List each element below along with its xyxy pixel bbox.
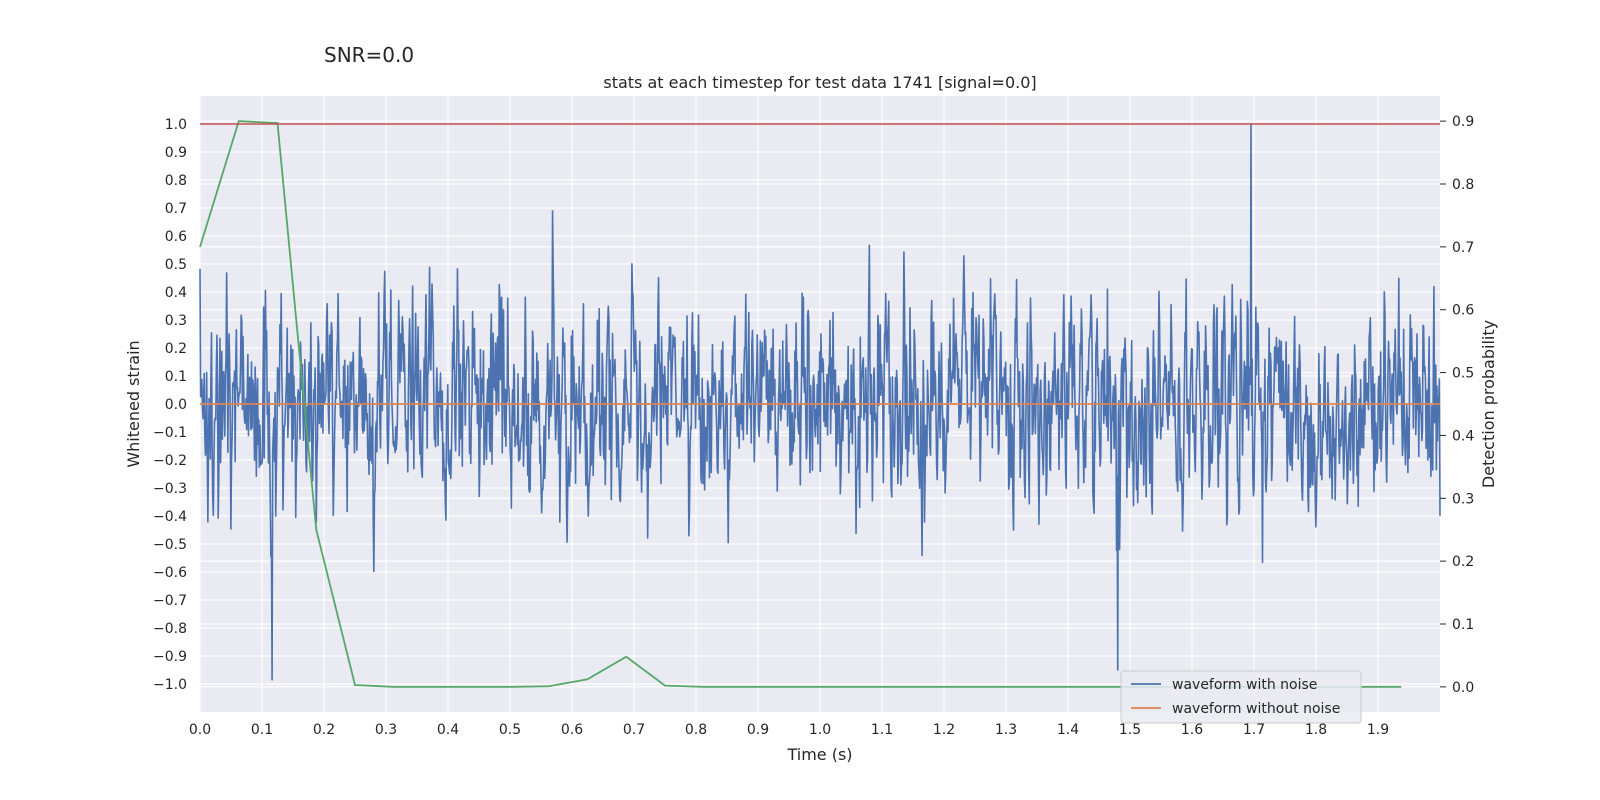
- y-tick-label: 0.1: [165, 369, 187, 385]
- legend-label-noise: waveform with noise: [1172, 677, 1317, 693]
- x-tick-label: 1.2: [933, 722, 955, 738]
- y-tick-label: −0.6: [153, 565, 187, 581]
- x-tick-label: 0.7: [623, 722, 645, 738]
- y2-tick-label: 0.8: [1452, 177, 1474, 193]
- legend: waveform with noise waveform without noi…: [1120, 670, 1362, 724]
- y2-tick-labels: 0.9 0.8 0.7 0.6 0.5 0.4 0.3 0.2 0.1 0.0: [1440, 114, 1474, 696]
- x-tick-label: 1.8: [1305, 722, 1327, 738]
- x-tick-label: 1.4: [1057, 722, 1079, 738]
- y-tick-label: 0.5: [165, 257, 187, 273]
- y-tick-label: −0.8: [153, 621, 187, 637]
- legend-box: [1120, 670, 1362, 724]
- y2-tick-label: 0.5: [1452, 366, 1474, 382]
- y-tick-label: −0.5: [153, 537, 187, 553]
- x-axis-label: Time (s): [786, 745, 852, 764]
- y-tick-label: −0.3: [153, 481, 187, 497]
- y2-tick-label: 0.1: [1452, 617, 1474, 633]
- x-tick-label: 1.7: [1243, 722, 1265, 738]
- y-tick-labels: 1.0 0.9 0.8 0.7 0.6 0.5 0.4 0.3 0.2 0.1 0.0 −0.1 −0.…: [153, 117, 187, 693]
- x-tick-label: 1.6: [1181, 722, 1203, 738]
- x-tick-label: 1.1: [871, 722, 893, 738]
- x-tick-label: 0.8: [685, 722, 707, 738]
- y-tick-label: 0.9: [165, 145, 187, 161]
- x-tick-label: 0.6: [561, 722, 583, 738]
- x-tick-label: 1.9: [1367, 722, 1389, 738]
- x-tick-label: 0.0: [189, 722, 211, 738]
- x-tick-label: 0.3: [375, 722, 397, 738]
- x-tick-label: 0.1: [251, 722, 273, 738]
- x-tick-label: 0.2: [313, 722, 335, 738]
- chart-title: stats at each timestep for test data 174…: [603, 73, 1036, 92]
- y2-tick-label: 0.4: [1452, 428, 1474, 444]
- y-tick-label: 0.7: [165, 201, 187, 217]
- y2-tick-label: 0.2: [1452, 554, 1474, 570]
- y-tick-label: 0.3: [165, 313, 187, 329]
- y2-tick-label: 0.6: [1452, 303, 1474, 319]
- y-tick-label: 0.8: [165, 173, 187, 189]
- x-tick-label: 1.0: [809, 722, 831, 738]
- x-tick-label: 1.3: [995, 722, 1017, 738]
- y-tick-label: 0.6: [165, 229, 187, 245]
- legend-label-clean: waveform without noise: [1172, 701, 1340, 717]
- x-tick-label: 0.5: [499, 722, 521, 738]
- y2-tick-label: 0.9: [1452, 114, 1474, 130]
- x-tick-label: 0.4: [437, 722, 459, 738]
- x-tick-label: 1.5: [1119, 722, 1141, 738]
- y-tick-label: −1.0: [153, 677, 187, 693]
- chart-suptitle: SNR=0.0: [324, 43, 414, 67]
- y-tick-label: 1.0: [165, 117, 187, 133]
- y2-axis-label: Detection probability: [1479, 320, 1498, 488]
- y-tick-label: 0.2: [165, 341, 187, 357]
- y-tick-label: 0.4: [165, 285, 187, 301]
- x-tick-labels: 0.0 0.1 0.2 0.3 0.4 0.5 0.6 0.7 0.8 0.9 1.0 1.1 1.2 1…: [189, 722, 1389, 738]
- series-waveform-with-noise: [199, 123, 1441, 681]
- y-tick-label: −0.7: [153, 593, 187, 609]
- y-tick-label: 0.0: [165, 397, 187, 413]
- x-tick-label: 0.9: [747, 722, 769, 738]
- y2-tick-label: 0.7: [1452, 240, 1474, 256]
- y2-tick-label: 0.0: [1452, 680, 1474, 696]
- y-tick-label: −0.1: [153, 425, 187, 441]
- y2-tick-label: 0.3: [1452, 491, 1474, 507]
- y-tick-label: −0.9: [153, 649, 187, 665]
- y-axis-label: Whitened strain: [124, 340, 143, 467]
- y-tick-label: −0.2: [153, 453, 187, 469]
- y-tick-label: −0.4: [153, 509, 187, 525]
